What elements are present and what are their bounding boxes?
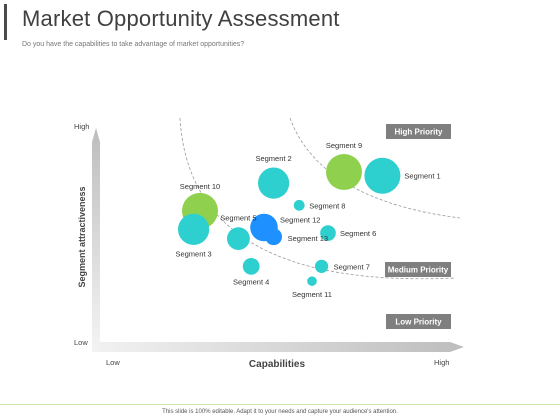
label-segment-2: Segment 2 — [255, 154, 291, 163]
label-segment-9: Segment 9 — [326, 141, 362, 150]
priority-box-low: Low Priority — [386, 314, 451, 329]
label-segment-8: Segment 8 — [309, 201, 345, 210]
bubble-segment-4 — [242, 257, 260, 275]
x-axis-label: Capabilities — [249, 359, 306, 370]
label-segment-6: Segment 6 — [340, 229, 376, 238]
bubble-segment-2 — [258, 167, 290, 199]
bubble-segment-3 — [178, 213, 210, 245]
bubble-segment-8 — [293, 199, 305, 211]
y-axis-arrow — [92, 128, 100, 342]
bubble-labels: Segment 1 Segment 2 Segment 3 Segment 4 Segm… — [175, 141, 440, 299]
footer-note: This slide is 100% editable. Adapt it to… — [162, 409, 398, 415]
priority-label-medium: Medium Priority — [388, 266, 449, 275]
page-title: Market Opportunity Assessment — [22, 6, 340, 31]
bubble-segment-13 — [265, 228, 282, 246]
bubble-segment-9 — [326, 154, 362, 190]
y-tick-low: Low — [74, 338, 88, 347]
label-segment-7: Segment 7 — [334, 262, 370, 271]
x-tick-high: High — [434, 358, 449, 367]
priority-label-low: Low Priority — [395, 318, 442, 327]
bubble-segment-5 — [227, 227, 250, 251]
label-segment-3: Segment 3 — [175, 249, 211, 258]
bubble-segment-6 — [320, 225, 336, 241]
label-segment-10: Segment 10 — [180, 182, 220, 191]
label-segment-12: Segment 12 — [280, 216, 320, 225]
medium-priority-arc — [179, 117, 456, 280]
priority-box-medium: Medium Priority — [385, 262, 451, 277]
bubble-segment-11 — [307, 276, 317, 286]
label-segment-11: Segment 11 — [292, 290, 332, 299]
y-tick-high: High — [74, 122, 89, 131]
x-tick-low: Low — [106, 358, 120, 367]
priority-box-high: High Priority — [386, 124, 451, 139]
title-accent-bar — [4, 4, 7, 40]
y-axis-label: Segment attractiveness — [77, 186, 87, 287]
bubble-series — [178, 154, 401, 286]
bubble-segment-7 — [315, 259, 329, 273]
x-axis-arrow — [92, 342, 464, 352]
label-segment-4: Segment 4 — [233, 277, 269, 286]
priority-arcs — [179, 117, 461, 280]
high-priority-arc — [289, 117, 461, 219]
label-segment-1: Segment 1 — [404, 172, 440, 181]
label-segment-5: Segment 5 — [220, 214, 256, 223]
footer-divider — [0, 404, 560, 405]
page-subtitle: Do you have the capabilities to take adv… — [22, 41, 245, 48]
bubble-segment-1 — [364, 157, 401, 194]
label-segment-13: Segment 13 — [288, 234, 328, 243]
priority-label-high: High Priority — [394, 128, 443, 137]
